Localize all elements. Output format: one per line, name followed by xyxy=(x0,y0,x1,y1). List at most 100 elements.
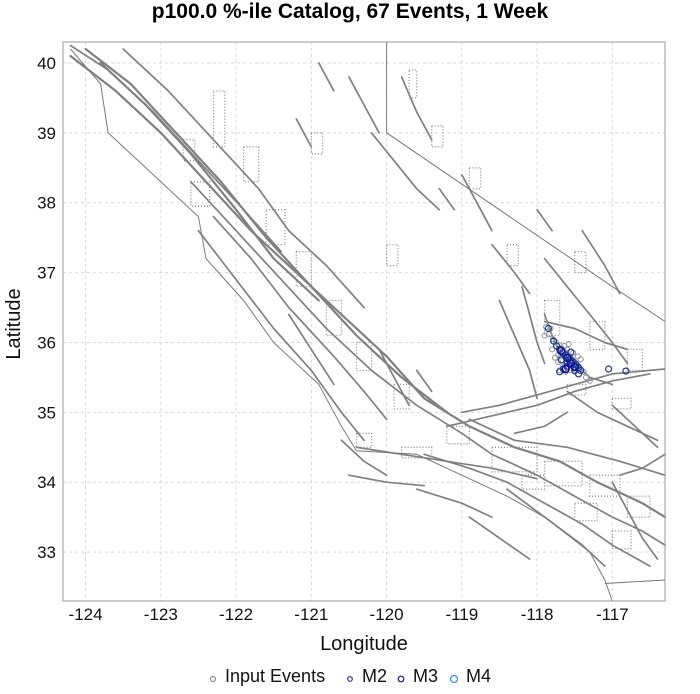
fault-zone-patch-0 xyxy=(212,90,226,148)
y-tick-label-2: 35 xyxy=(37,403,56,422)
x-tick-label-0: -124 xyxy=(69,605,103,624)
fault-trace-39 xyxy=(287,313,335,386)
y-axis-label: Latitude xyxy=(3,288,25,359)
fault-trace-24 xyxy=(317,62,335,92)
y-tick-label-3: 36 xyxy=(37,333,56,352)
legend-label-m3: M3 xyxy=(413,666,438,686)
fault-trace-6 xyxy=(212,215,388,421)
event-m2-19 xyxy=(604,365,613,373)
event-m3-3 xyxy=(570,362,580,372)
fault-trace-23 xyxy=(348,76,380,134)
event-input-events-25 xyxy=(552,354,559,361)
legend-marker-m3 xyxy=(397,675,405,683)
event-m3-0 xyxy=(556,346,566,356)
x-tick-labels: -124 -123 -122 -121 -120 -119 -118 -117 xyxy=(69,605,629,624)
y-tick-label-1: 34 xyxy=(37,473,56,492)
fault-zone-patch-21 xyxy=(589,320,606,351)
y-tick-label-5: 38 xyxy=(37,194,56,213)
legend-label-m2: M2 xyxy=(362,666,387,686)
legend-marker-m4 xyxy=(449,674,459,684)
y-tick-label-0: 33 xyxy=(37,543,56,562)
x-tick-label-2: -122 xyxy=(219,605,253,624)
y-tick-label-7: 40 xyxy=(37,54,56,73)
fault-zone-patch-19 xyxy=(506,243,519,267)
event-m2-21 xyxy=(574,370,583,378)
x-tick-label-6: -118 xyxy=(521,605,554,624)
fault-zone-patch-25 xyxy=(355,432,373,448)
fault-zone-patch-12 xyxy=(626,495,651,518)
fault-zone-patch-18 xyxy=(468,167,482,190)
fault-trace-20 xyxy=(611,404,659,449)
fault-trace-9 xyxy=(423,453,651,567)
fault-trace-0 xyxy=(69,54,667,519)
fault-zone-patch-4 xyxy=(295,250,313,288)
fault-trace-31 xyxy=(468,516,531,560)
event-m2-0 xyxy=(544,324,553,333)
fault-trace-38 xyxy=(513,411,569,435)
fault-zone-patch-2 xyxy=(190,181,211,207)
fault-zone-patch-17 xyxy=(431,125,444,148)
fault-trace-40 xyxy=(438,187,456,211)
event-input-events-30 xyxy=(577,356,584,363)
fault-trace-34 xyxy=(340,439,388,477)
fault-trace-33 xyxy=(348,474,426,487)
fault-zone-patch-5 xyxy=(325,299,343,337)
fault-zone-patch-16 xyxy=(408,69,418,99)
event-input-events-23 xyxy=(586,377,593,384)
fault-trace-25 xyxy=(460,173,493,232)
fault-zone-patch-11 xyxy=(589,474,621,497)
event-m2-16 xyxy=(567,348,575,356)
fault-zone-patch-7 xyxy=(393,383,410,410)
event-input-events-27 xyxy=(565,340,572,347)
fault-zone-patch-27 xyxy=(611,397,632,410)
fault-trace-28 xyxy=(378,348,410,407)
fault-zone-patch-28 xyxy=(310,132,324,155)
fault-trace-3 xyxy=(122,48,365,309)
fault-trace-41 xyxy=(536,208,553,232)
fault-trace-4 xyxy=(69,44,283,253)
fault-trace-26 xyxy=(491,243,531,295)
event-input-events-22 xyxy=(583,374,589,381)
fault-zone-patch-14 xyxy=(574,502,598,522)
fault-zone-patch-15 xyxy=(611,530,632,550)
fault-trace-7 xyxy=(197,229,365,442)
fault-zone-patch-8 xyxy=(446,425,471,445)
x-tick-label-7: -117 xyxy=(596,605,629,624)
chart-title: p100.0 %-ile Catalog, 67 Events, 1 Week xyxy=(152,0,549,23)
fault-zone-patch-24 xyxy=(400,446,433,459)
fault-trace-15 xyxy=(521,285,546,365)
state-boundary xyxy=(386,42,666,322)
x-tick-label-1: -123 xyxy=(144,605,178,624)
fault-zone-patch-22 xyxy=(626,348,644,372)
fault-trace-18 xyxy=(498,299,538,400)
fault-zone-patch-10 xyxy=(543,460,583,487)
event-input-events-32 xyxy=(549,346,556,353)
fault-trace-11 xyxy=(468,418,666,477)
x-tick-label-3: -121 xyxy=(294,605,328,624)
fault-trace-16 xyxy=(543,257,629,365)
legend-label-m4: M4 xyxy=(466,666,491,686)
event-m3-4 xyxy=(561,364,571,374)
fault-trace-17 xyxy=(581,229,621,295)
fault-trace-13 xyxy=(460,368,666,414)
legend-marker-m2 xyxy=(347,676,353,682)
fault-trace-27 xyxy=(295,118,313,148)
x-tick-label-4: -120 xyxy=(370,605,404,624)
fault-traces xyxy=(69,42,667,602)
fault-trace-36 xyxy=(618,453,666,477)
legend-marker-input-events xyxy=(209,675,217,683)
fault-zone-patch-3 xyxy=(265,209,286,246)
fault-zone-patch-6 xyxy=(355,341,373,372)
fault-zone-patch-1 xyxy=(242,146,260,183)
mexico-boundary xyxy=(604,579,666,584)
legend: Input Events M2 M3 M4 xyxy=(209,666,491,686)
fault-zone-patch-20 xyxy=(543,299,561,337)
event-markers xyxy=(541,324,630,384)
event-input-events-29 xyxy=(574,353,581,360)
fault-trace-29 xyxy=(415,369,433,393)
fault-trace-21 xyxy=(370,131,441,211)
y-tick-label-4: 37 xyxy=(37,264,56,283)
y-tick-label-6: 39 xyxy=(37,124,56,143)
plot-frame xyxy=(62,41,666,602)
